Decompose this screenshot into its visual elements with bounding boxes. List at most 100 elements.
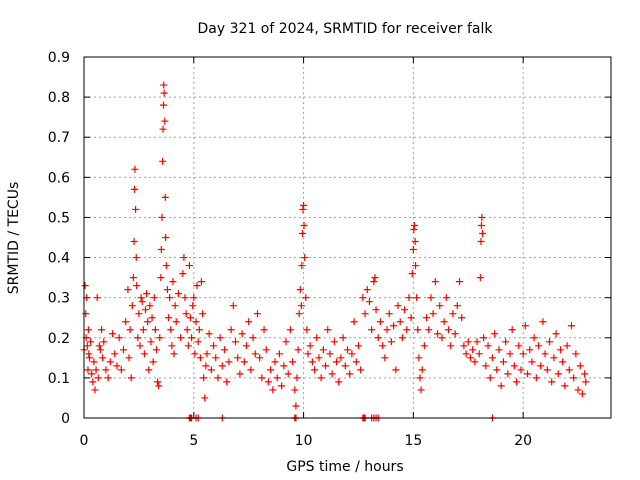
data-point — [548, 378, 556, 386]
data-point — [396, 318, 404, 326]
data-point — [125, 354, 133, 362]
data-point — [578, 390, 586, 398]
data-point — [256, 354, 264, 362]
data-point — [415, 354, 423, 362]
y-tick-label: 0.4 — [48, 251, 70, 267]
data-point — [186, 314, 194, 322]
data-point — [304, 350, 312, 358]
data-point — [150, 294, 158, 302]
data-point — [436, 302, 444, 310]
data-point — [249, 334, 257, 342]
data-point — [475, 350, 483, 358]
data-point — [140, 350, 148, 358]
data-point — [135, 310, 143, 318]
data-point — [300, 201, 308, 209]
data-point — [486, 374, 494, 382]
data-point — [216, 334, 224, 342]
data-point — [455, 278, 463, 286]
data-point — [170, 350, 178, 358]
data-point — [200, 374, 208, 382]
data-point — [506, 350, 514, 358]
data-point — [434, 330, 442, 338]
data-point — [85, 354, 93, 362]
data-point — [89, 378, 97, 386]
data-point — [574, 386, 582, 394]
data-point — [171, 302, 179, 310]
data-point — [98, 326, 106, 334]
data-point — [572, 350, 580, 358]
data-point — [191, 350, 199, 358]
data-point — [559, 358, 567, 366]
data-point — [102, 366, 110, 374]
data-point — [319, 346, 327, 354]
data-point — [462, 350, 470, 358]
data-point — [311, 366, 319, 374]
data-point — [151, 326, 159, 334]
data-point — [106, 358, 114, 366]
data-point — [111, 350, 119, 358]
data-point — [192, 318, 200, 326]
data-point — [180, 254, 188, 262]
data-point — [354, 342, 362, 350]
data-point — [273, 374, 281, 382]
data-point — [466, 354, 474, 362]
data-point — [190, 294, 198, 302]
data-point — [182, 310, 190, 318]
data-point — [260, 326, 268, 334]
y-tick-label: 0.6 — [48, 170, 70, 186]
data-point — [136, 342, 144, 350]
data-point — [96, 346, 104, 354]
data-point — [158, 213, 166, 221]
data-point — [324, 326, 332, 334]
data-point — [167, 326, 175, 334]
data-point — [352, 358, 360, 366]
data-point — [188, 334, 196, 342]
data-point — [84, 366, 92, 374]
data-point — [132, 254, 140, 262]
data-point — [99, 354, 107, 362]
data-point — [412, 262, 420, 270]
data-point — [361, 310, 369, 318]
data-point — [161, 193, 169, 201]
data-point — [508, 326, 516, 334]
data-point — [359, 294, 367, 302]
data-point — [326, 350, 334, 358]
data-point — [172, 318, 180, 326]
data-point — [550, 354, 558, 362]
data-point — [368, 326, 376, 334]
data-point — [471, 358, 479, 366]
data-point — [128, 302, 136, 310]
data-point — [387, 338, 395, 346]
data-point — [91, 386, 99, 394]
data-point — [410, 225, 418, 233]
data-point — [251, 350, 259, 358]
data-point — [295, 310, 303, 318]
data-point — [147, 338, 155, 346]
data-point — [392, 366, 400, 374]
data-point — [458, 314, 466, 322]
grid — [84, 57, 611, 418]
data-point — [528, 358, 536, 366]
data-point — [513, 378, 521, 386]
data-point — [221, 346, 229, 354]
data-point — [479, 229, 487, 237]
axis-ticks: 0 0.1 0.2 0.3 0.4 0.5 0.6 0.7 0.8 0.9 0 5 10 15 20 — [48, 50, 611, 449]
data-point — [308, 358, 316, 366]
data-point — [502, 338, 510, 346]
data-point — [477, 221, 485, 229]
data-point — [376, 318, 384, 326]
data-point — [81, 282, 89, 290]
data-point — [370, 278, 378, 286]
data-point — [495, 346, 503, 354]
data-point — [139, 326, 147, 334]
data-point — [408, 270, 416, 278]
data-point — [160, 81, 168, 89]
data-point — [92, 366, 100, 374]
data-point — [537, 362, 545, 370]
data-point — [159, 157, 167, 165]
data-point — [453, 302, 461, 310]
data-point — [298, 229, 306, 237]
data-point — [174, 290, 182, 298]
data-point — [398, 334, 406, 342]
data-point — [83, 342, 91, 350]
